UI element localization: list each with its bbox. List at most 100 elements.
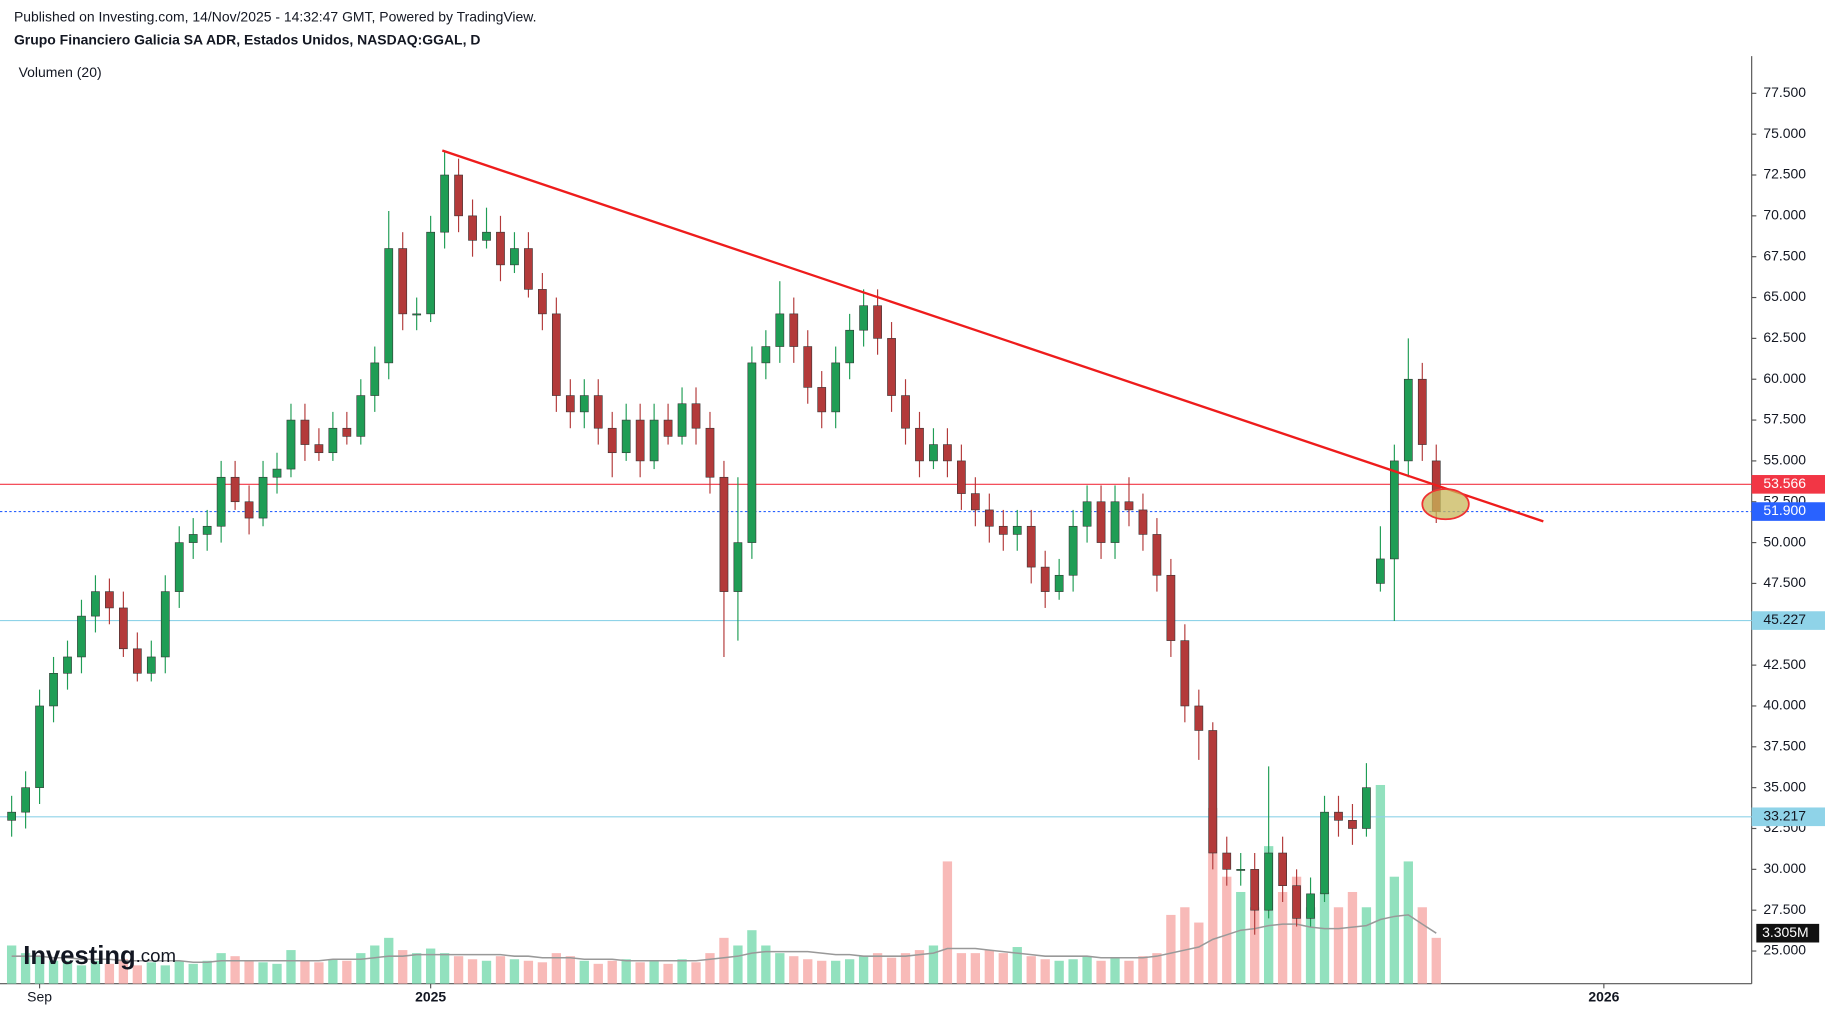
- candle-body: [35, 705, 44, 788]
- candle-body: [21, 787, 30, 813]
- candle-body: [188, 534, 198, 543]
- volume-bar: [76, 965, 87, 984]
- logo: Investing.com: [23, 942, 176, 970]
- candle-body: [621, 419, 631, 454]
- y-tick-label: 50.000: [1763, 533, 1806, 549]
- volume-bar: [398, 950, 408, 984]
- volume-bar: [118, 959, 129, 984]
- y-tick-label: 70.000: [1763, 207, 1806, 223]
- candle-body: [929, 444, 938, 462]
- volume-bar: [48, 960, 59, 984]
- candle-body: [1236, 869, 1246, 871]
- volume-bar: [146, 962, 156, 984]
- volume-bar: [900, 953, 911, 984]
- volume-bar: [579, 960, 589, 984]
- volume-bar: [20, 953, 31, 984]
- candle-body: [91, 591, 100, 617]
- candle-body: [146, 656, 156, 674]
- chart-title: Grupo Financiero Galicia SA ADR, Estados…: [14, 32, 480, 48]
- candle-body: [286, 419, 296, 470]
- volume-bar: [1333, 907, 1344, 984]
- volume-bar: [1110, 957, 1120, 984]
- volume-bar: [942, 861, 953, 984]
- price-label-box: [1751, 475, 1825, 494]
- candle-body: [1194, 705, 1204, 731]
- volume-bar: [998, 953, 1008, 984]
- volume-bar: [565, 956, 575, 984]
- volume-bar: [914, 950, 925, 984]
- plot-area: 25.00027.50030.00032.50035.00037.50040.0…: [0, 84, 1825, 1004]
- volume-bar: [607, 960, 617, 984]
- volume-bar: [425, 948, 436, 984]
- candle-body: [579, 395, 589, 413]
- candle-body: [998, 525, 1008, 535]
- candle-body: [635, 419, 645, 462]
- candle-body: [77, 615, 86, 658]
- candle-body: [384, 248, 394, 364]
- candle-body: [719, 476, 729, 592]
- price-label-box: [1751, 502, 1825, 521]
- y-tick-label: 37.500: [1763, 737, 1806, 753]
- candle-body: [1264, 852, 1274, 911]
- candle-body: [1292, 885, 1301, 919]
- candle-body: [1026, 525, 1036, 568]
- volume-bar: [1277, 891, 1288, 984]
- volume-bar: [90, 960, 101, 984]
- candle-body: [1278, 852, 1287, 886]
- y-tick-label: 25.000: [1763, 942, 1806, 958]
- volume-bar: [1222, 876, 1232, 984]
- candle-body: [607, 427, 617, 454]
- candle-body: [174, 542, 184, 592]
- volume-bar: [831, 960, 841, 984]
- published-note: Published on Investing.com, 14/Nov/2025 …: [14, 8, 537, 24]
- volume-bar: [286, 950, 296, 984]
- volume-bar: [216, 953, 226, 984]
- candle-body: [524, 248, 533, 290]
- volume-bar: [132, 965, 142, 984]
- candle-body: [370, 362, 380, 396]
- volume-bar: [733, 945, 743, 984]
- volume-bar: [621, 959, 631, 984]
- x-tick-label: 2026: [1588, 988, 1619, 1004]
- candle-body: [817, 387, 827, 413]
- candle-body: [1334, 811, 1343, 821]
- volume-bar: [1012, 947, 1022, 984]
- y-tick-label: 72.500: [1763, 166, 1806, 182]
- x-tick-label: Sep: [27, 988, 52, 1004]
- volume-bar: [160, 965, 170, 984]
- volume-bar: [481, 960, 492, 984]
- volume-bar: [1138, 956, 1148, 984]
- volume-bar: [370, 945, 380, 984]
- ma-label-box: [1756, 923, 1820, 943]
- volume-bar: [970, 953, 981, 984]
- candle-body: [1124, 501, 1134, 511]
- candle-body: [440, 174, 449, 233]
- candle-body: [230, 476, 240, 503]
- candle-body: [901, 395, 910, 429]
- price-label-box: [1751, 611, 1825, 630]
- highlight-ellipse: [1421, 488, 1470, 521]
- candle-body: [831, 362, 841, 413]
- volume-bar: [104, 963, 115, 984]
- volume-bar: [1291, 876, 1302, 984]
- candle-body: [649, 419, 659, 462]
- y-tick-label: 35.000: [1763, 778, 1806, 794]
- x-tick-label: 2025: [415, 988, 446, 1004]
- candle-body: [398, 248, 408, 315]
- indicator-label: Volumen (20): [19, 64, 102, 80]
- volume-bar: [1054, 960, 1064, 984]
- volume-bar: [412, 953, 422, 984]
- candle-body: [984, 509, 994, 527]
- volume-bar: [928, 945, 939, 984]
- candle-body: [705, 427, 715, 478]
- candle-body: [1389, 460, 1399, 560]
- y-tick-label: 62.500: [1763, 329, 1806, 345]
- candle-body: [258, 476, 268, 519]
- candle-body: [691, 403, 701, 429]
- candle-body: [7, 811, 17, 821]
- candle-body: [119, 607, 128, 650]
- candle-body: [1208, 730, 1218, 854]
- volume-bar: [817, 960, 827, 984]
- volume-bar: [1166, 914, 1176, 984]
